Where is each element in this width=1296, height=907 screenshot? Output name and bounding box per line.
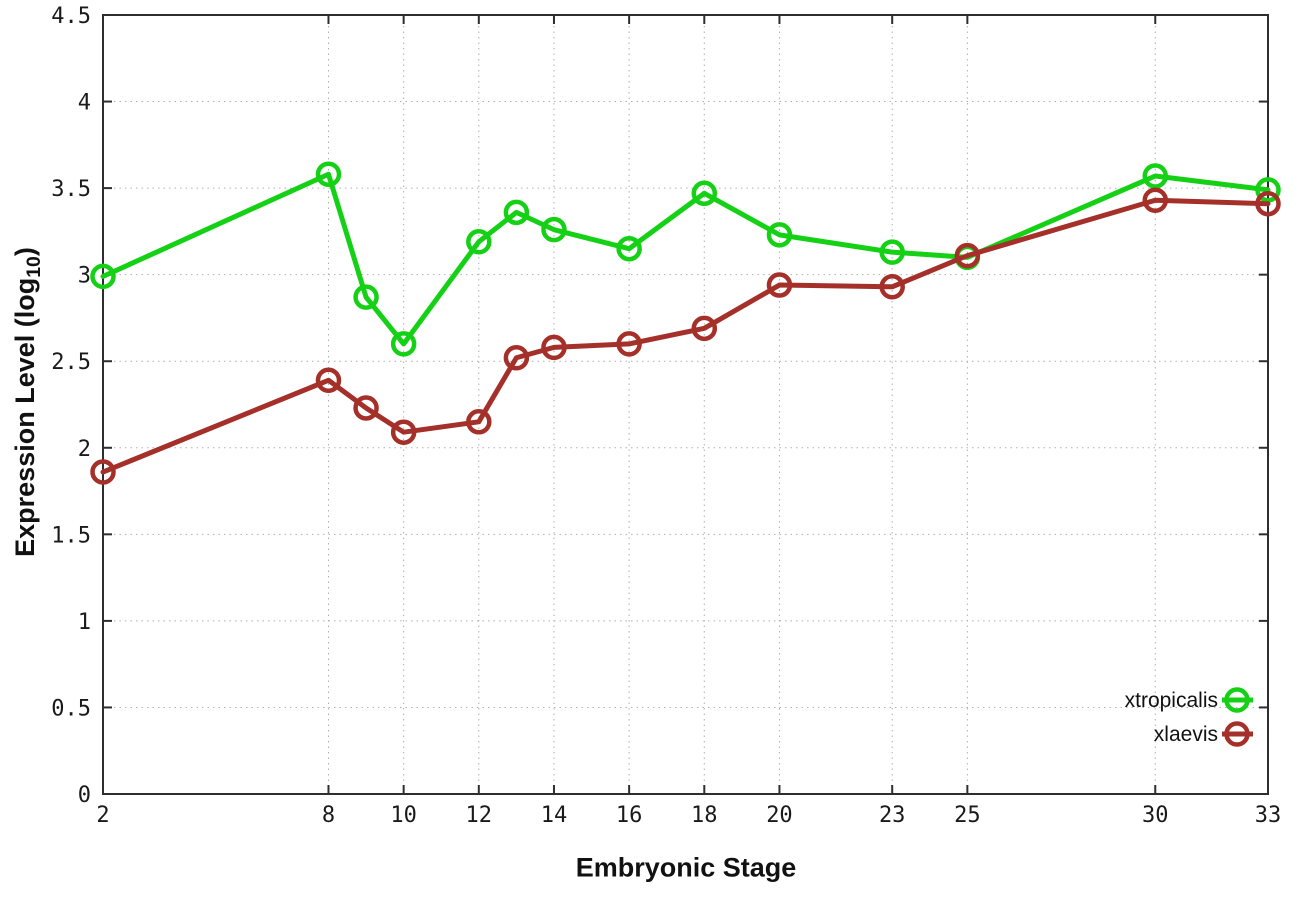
- data-point-xtropicalis: [616, 235, 642, 262]
- y-tick-label: 4: [78, 91, 91, 116]
- data-point-xtropicalis: [691, 180, 718, 207]
- y-axis-title-subscript: 10: [23, 256, 46, 278]
- x-tick-label: 14: [541, 803, 568, 828]
- legend-marker-xlaevis: [1224, 721, 1250, 747]
- x-tick-label: 23: [879, 803, 906, 828]
- data-point-xtropicalis: [541, 216, 567, 243]
- y-axis-title: Expression Level (log10): [10, 247, 46, 557]
- data-point-xtropicalis: [503, 199, 530, 226]
- x-tick-label: 2: [96, 803, 109, 828]
- data-point-xlaevis: [879, 274, 905, 300]
- y-tick-label: 3: [78, 264, 91, 289]
- x-tick-label: 25: [954, 803, 981, 828]
- x-tick-label: 8: [322, 803, 335, 828]
- data-point-xlaevis: [691, 315, 718, 342]
- x-tick-label: 18: [691, 803, 718, 828]
- data-point-xlaevis: [315, 367, 342, 394]
- plot-border: [102, 14, 1269, 795]
- data-point-xtropicalis: [315, 161, 342, 188]
- data-point-xlaevis: [466, 409, 492, 435]
- legend-label-xlaevis: xlaevis: [1154, 723, 1218, 746]
- data-point-xlaevis: [353, 395, 379, 421]
- data-point-xlaevis: [390, 419, 417, 445]
- data-point-xlaevis: [766, 272, 793, 298]
- data-point-xtropicalis: [1142, 163, 1169, 189]
- x-tick-label: 30: [1142, 803, 1169, 828]
- y-tick-label: 1.5: [51, 523, 91, 548]
- data-point-xtropicalis: [766, 222, 793, 248]
- y-tick-label: 2.5: [51, 350, 91, 375]
- x-tick-label: 20: [766, 803, 793, 828]
- data-point-xlaevis: [503, 345, 530, 371]
- data-point-xtropicalis: [1255, 177, 1281, 203]
- legend-marker-xtropicalis: [1224, 687, 1250, 713]
- x-axis-title: Embryonic Stage: [575, 852, 797, 883]
- data-point-xlaevis: [616, 331, 642, 357]
- x-tick-label: 12: [466, 803, 493, 828]
- y-tick-label: 0.5: [51, 696, 91, 721]
- y-tick-label: 4.5: [51, 4, 91, 29]
- data-point-xtropicalis: [353, 284, 379, 310]
- series-line-xtropicalis: [100, 171, 1271, 347]
- data-point-xlaevis: [90, 459, 116, 485]
- x-tick-label: 33: [1255, 803, 1282, 828]
- data-point-xlaevis: [954, 242, 981, 269]
- series-line-xlaevis: [100, 197, 1271, 475]
- y-tick-label: 0: [78, 783, 91, 808]
- y-axis-title-close: ): [9, 247, 40, 257]
- data-point-xtropicalis: [90, 263, 116, 290]
- y-axis-title-text: Expression Level (log: [9, 277, 40, 557]
- legend-label-xtropicalis: xtropicalis: [1125, 689, 1218, 712]
- y-tick-label: 2: [78, 437, 91, 462]
- data-point-xtropicalis: [879, 239, 905, 265]
- y-tick-label: 3.5: [51, 177, 91, 202]
- data-point-xtropicalis: [466, 229, 492, 255]
- data-point-xlaevis: [1142, 187, 1169, 213]
- data-point-xlaevis: [541, 334, 567, 361]
- y-tick-label: 1: [78, 610, 91, 635]
- x-tick-label: 10: [390, 803, 417, 828]
- data-point-xtropicalis: [390, 331, 417, 357]
- data-point-xlaevis: [1255, 190, 1281, 217]
- x-tick-label: 16: [616, 803, 643, 828]
